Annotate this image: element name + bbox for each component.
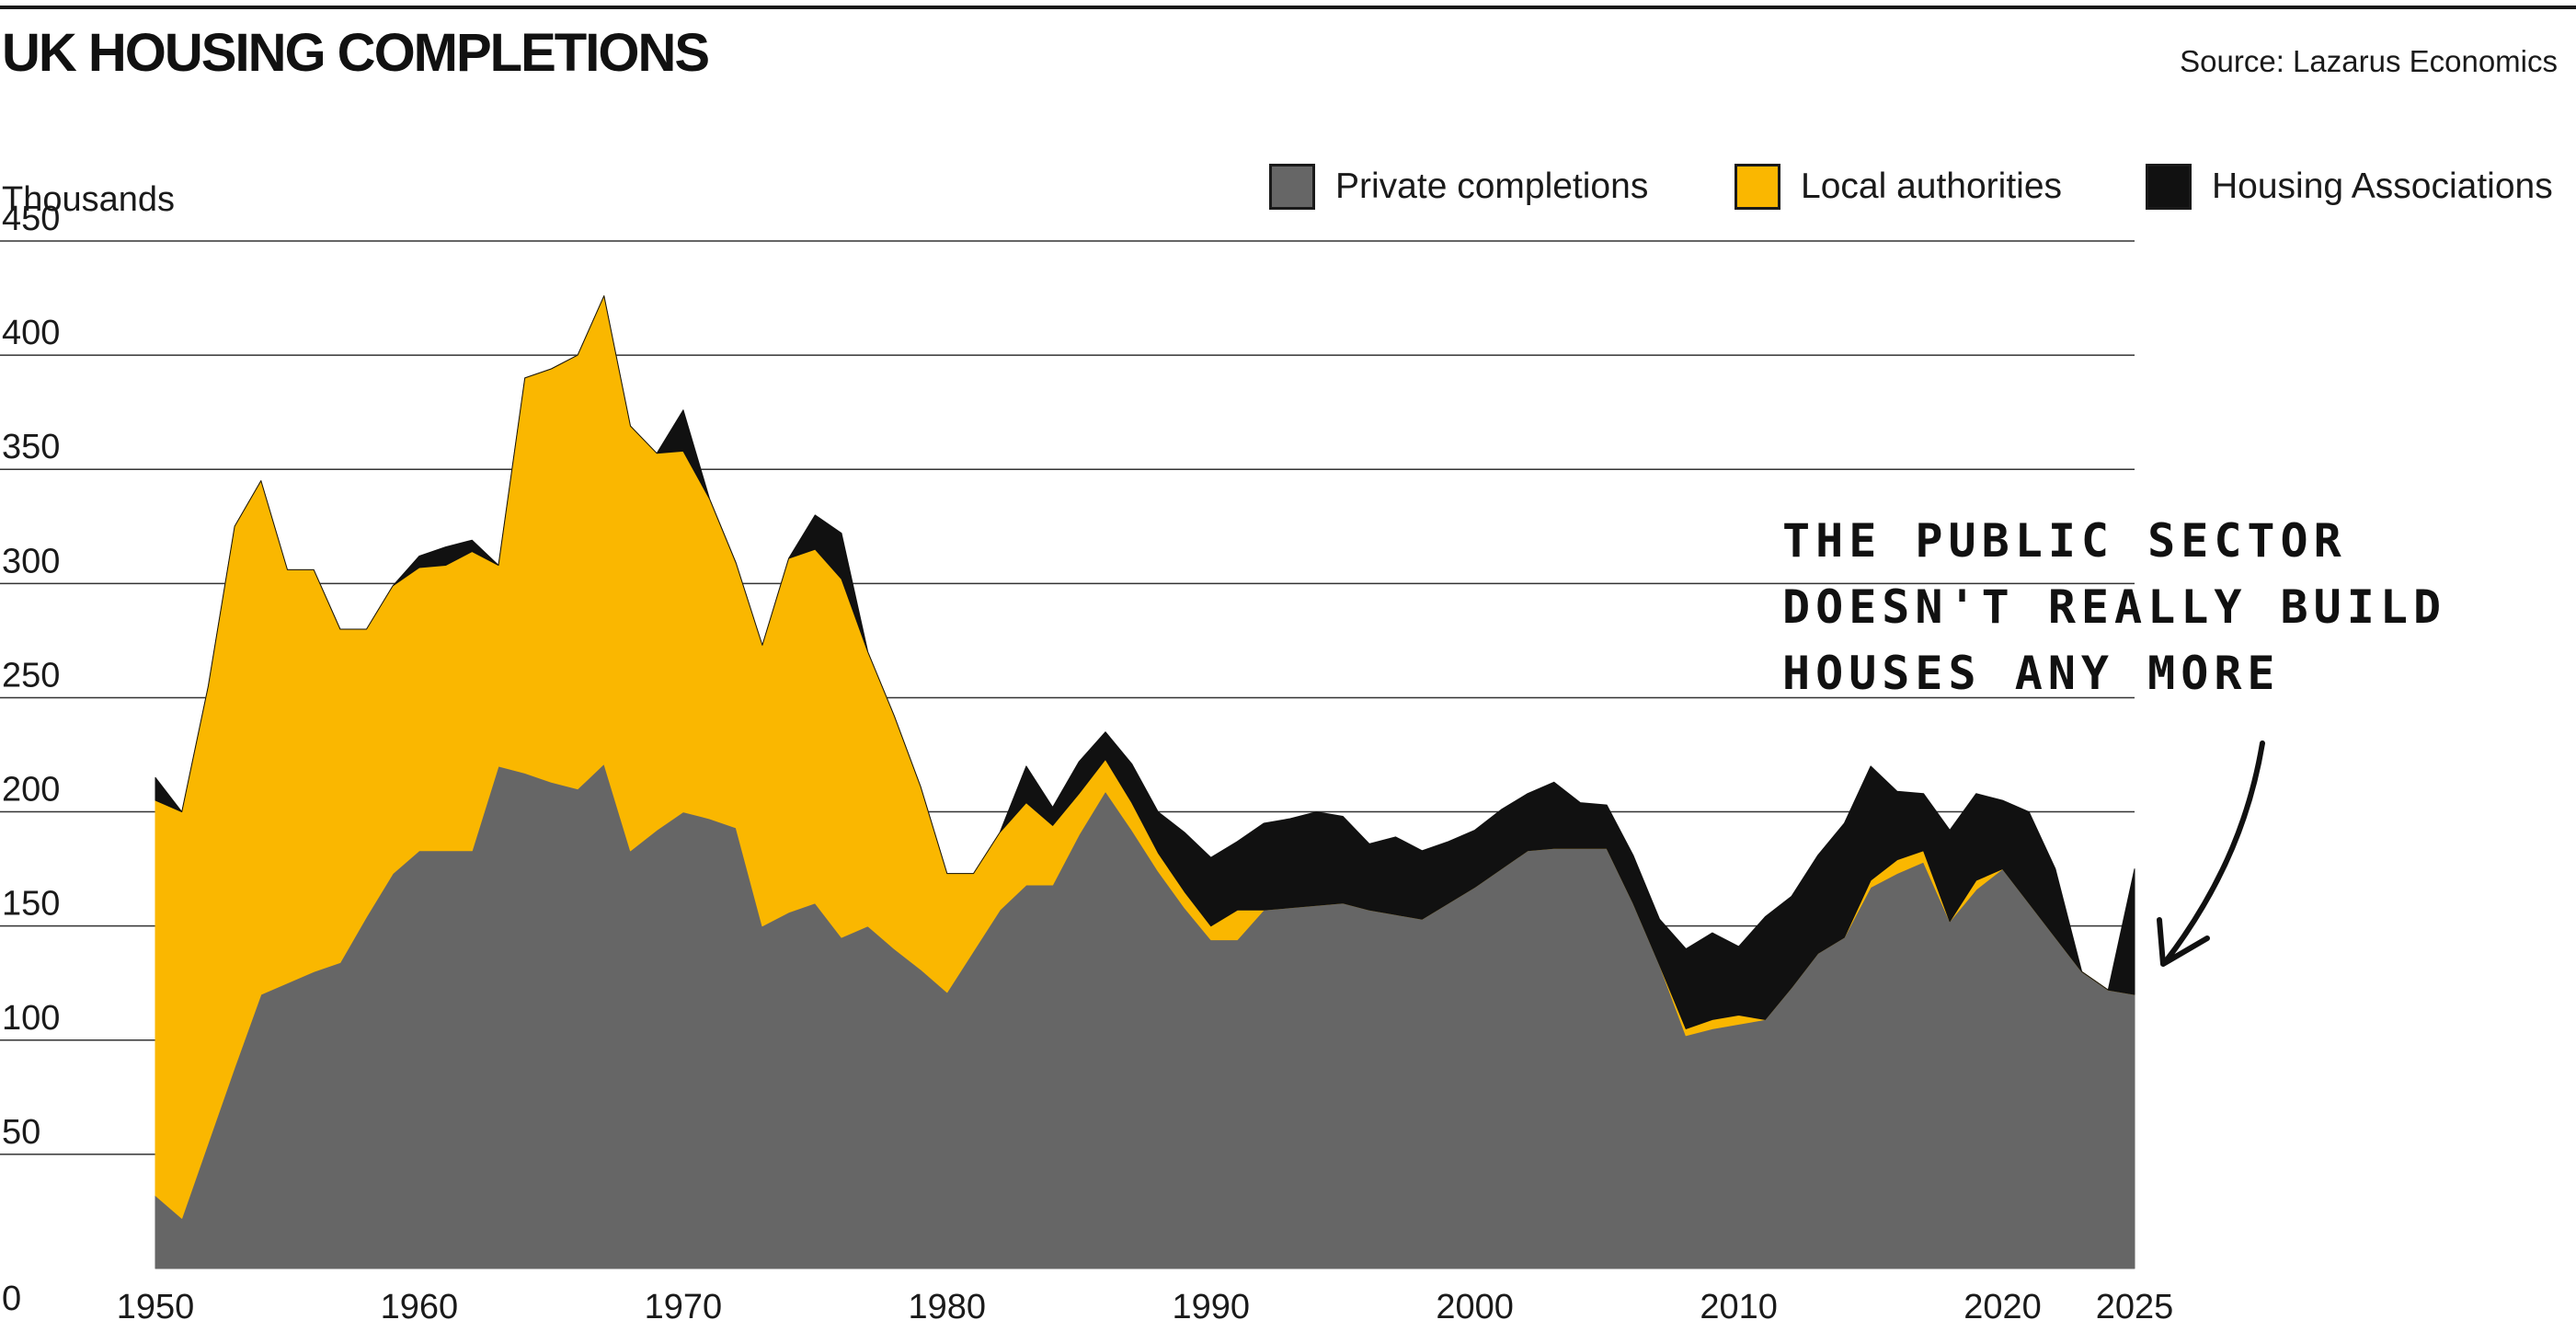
legend-label-local: Local authorities [1801,166,2063,206]
legend: Private completions Local authorities Ho… [0,164,2576,228]
annotation-line-3: HOUSES ANY MORE [1782,647,2281,700]
y-tick-0: 0 [2,1280,21,1318]
legend-item-associations: Housing Associations [2146,164,2553,210]
legend-swatch-private [1269,164,1315,210]
y-tick-350: 350 [2,428,60,466]
x-tick-1980: 1980 [909,1288,987,1326]
annotation-line-1: THE PUBLIC SECTOR [1782,514,2347,568]
y-axis-ticks: 0 50 100 150 200 250 300 350 400 450 [2,200,60,1318]
x-tick-1960: 1960 [381,1288,459,1326]
annotation-line-2: DOESN'T REALLY BUILD [1782,580,2446,634]
x-tick-1970: 1970 [645,1288,723,1326]
y-tick-450: 450 [2,200,60,238]
y-tick-200: 200 [2,771,60,809]
y-tick-150: 150 [2,885,60,924]
legend-swatch-local [1735,164,1780,210]
source-note: Source: Lazarus Economics [2180,44,2558,78]
annotation-arrow [2163,740,2265,964]
stacked-areas [155,295,2135,1269]
x-tick-1950: 1950 [117,1288,195,1326]
x-tick-2010: 2010 [1700,1288,1778,1326]
y-tick-250: 250 [2,656,60,694]
chart-title: UK HOUSING COMPLETIONS [2,23,710,83]
x-tick-2025: 2025 [2096,1288,2174,1326]
x-tick-2020: 2020 [1963,1288,2042,1326]
y-tick-100: 100 [2,999,60,1038]
legend-label-associations: Housing Associations [2212,166,2553,206]
y-tick-300: 300 [2,542,60,580]
top-rule [0,6,2576,9]
legend-item-private: Private completions [1269,164,1648,210]
area-housing-associations [155,295,2135,1029]
legend-swatch-associations [2146,164,2192,210]
legend-label-private: Private completions [1335,166,1649,206]
annotation-arrowhead [2157,917,2210,967]
annotation: THE PUBLIC SECTOR DOESN'T REALLY BUILD H… [1782,514,2446,967]
y-tick-50: 50 [2,1113,40,1152]
y-tick-400: 400 [2,314,60,352]
x-tick-1990: 1990 [1172,1288,1250,1326]
x-axis-ticks: 1950 1960 1970 1980 1990 2000 2010 2020 2025 [117,1288,2174,1326]
x-tick-2000: 2000 [1436,1288,1514,1326]
y-axis-label: Thousands [2,180,176,219]
legend-item-local: Local authorities [1735,164,2062,210]
